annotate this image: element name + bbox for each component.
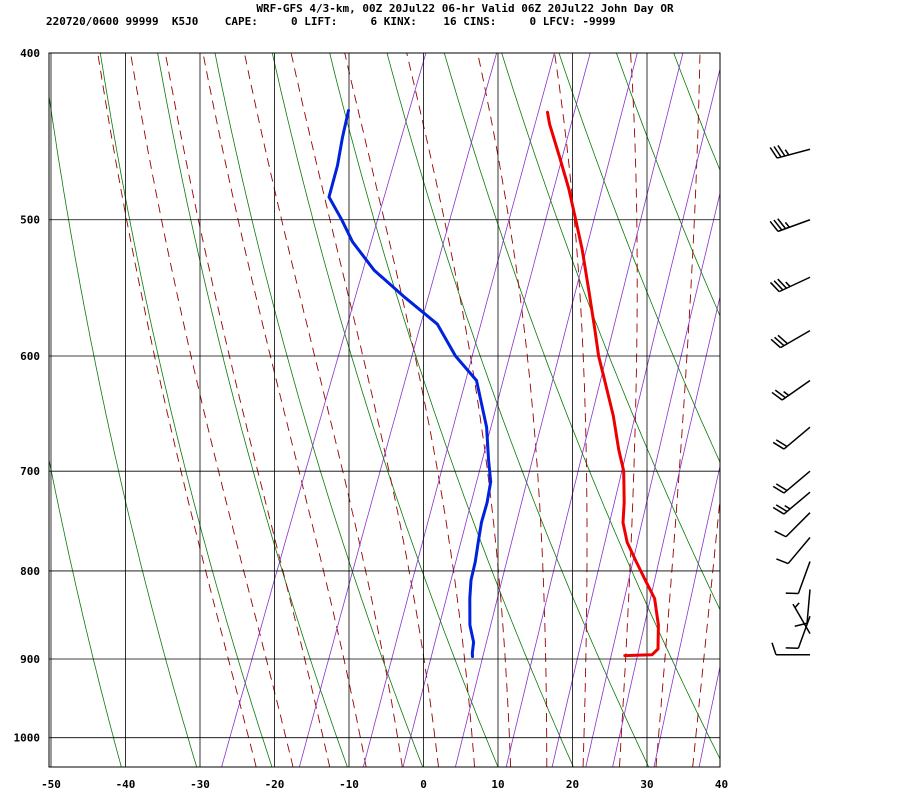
- dry-adiabat-line: [727, 44, 900, 767]
- temperature-tick-label: 40: [715, 778, 728, 791]
- temperature-tick-label: 20: [566, 778, 579, 791]
- moist-adiabat-line: [618, 53, 638, 767]
- dry-adiabat-line: [443, 53, 720, 760]
- pressure-tick-label: 900: [20, 653, 40, 666]
- wind-barb: [770, 329, 811, 349]
- wind-barb: [776, 537, 811, 565]
- chart-title: WRF-GFS 4/3-km, 00Z 20Jul22 06-hr Valid …: [256, 2, 674, 15]
- dry-adiabat-line: [49, 93, 198, 767]
- dry-adiabat-line: [214, 53, 424, 767]
- dry-adiabat-line: [501, 53, 720, 611]
- moist-adiabat-line: [130, 53, 294, 767]
- mixing-ratio-line: [505, 53, 684, 767]
- mixing-ratio-lines: [221, 53, 720, 767]
- grid: [48, 52, 721, 768]
- wind-barb: [785, 561, 811, 595]
- mixing-ratio-line: [698, 664, 720, 767]
- dry-adiabat-line: [673, 53, 720, 172]
- pressure-tick-label: 1000: [14, 732, 41, 745]
- mixing-ratio-line: [402, 53, 591, 767]
- dry-adiabat-line: [157, 53, 348, 767]
- mixing-ratio-line: [551, 67, 720, 767]
- wind-barb: [774, 512, 811, 538]
- pressure-tick-label: 600: [20, 350, 40, 363]
- moist-adiabat-line: [692, 495, 720, 767]
- moist-adiabat-line: [655, 53, 701, 767]
- dry-adiabat-line: [329, 53, 574, 767]
- station-indices-line: 220720/0600 99999 K5J0 CAPE: 0 LIFT: 6 K…: [46, 15, 616, 28]
- moist-adiabat-line: [243, 53, 403, 767]
- mixing-ratio-line: [653, 464, 720, 767]
- sounding-traces: [327, 109, 660, 658]
- temperature-tick-label: -20: [265, 778, 285, 791]
- wind-barb: [785, 615, 811, 649]
- mixing-ratio-line: [299, 53, 497, 767]
- dry-adiabat-line: [558, 53, 720, 464]
- mixing-ratio-line: [221, 53, 427, 767]
- temperature-tick-label: -50: [41, 778, 61, 791]
- temperature-tick-label: 10: [491, 778, 504, 791]
- wind-barb: [794, 589, 811, 627]
- pressure-tick-label: 400: [20, 47, 40, 60]
- mixing-ratio-line: [455, 53, 638, 767]
- moist-adiabat-line: [477, 53, 548, 767]
- mixing-ratio-line: [362, 53, 555, 767]
- wind-barb: [771, 379, 811, 401]
- wind-barb: [792, 602, 811, 635]
- temperature-tick-label: 0: [420, 778, 427, 791]
- dry-adiabat-line: [615, 53, 720, 317]
- wind-barb: [769, 218, 811, 233]
- pressure-tick-label: 800: [20, 565, 40, 578]
- moist-adiabat-line: [97, 53, 257, 767]
- pressure-tick-label: 700: [20, 465, 40, 478]
- temperature-tick-label: -40: [116, 778, 136, 791]
- wind-barbs: [769, 145, 811, 656]
- dry-adiabat-line: [842, 44, 900, 767]
- moist-adiabat-line: [554, 53, 588, 767]
- dry-adiabat-line: [386, 53, 650, 767]
- wind-barb: [771, 642, 810, 656]
- moist-adiabat-line: [344, 53, 476, 767]
- moist-adiabat-line: [202, 53, 367, 767]
- wind-barb: [772, 426, 811, 450]
- mixing-ratio-line: [612, 295, 720, 767]
- dewpoint-trace: [327, 109, 493, 658]
- mixing-ratio-line: [585, 191, 720, 767]
- dry-adiabat-line: [49, 457, 122, 767]
- dry-adiabat-line: [271, 53, 499, 767]
- moist-adiabat-line: [290, 53, 439, 767]
- wind-barb: [772, 491, 811, 515]
- temperature-tick-label: 30: [640, 778, 653, 791]
- wind-barb: [772, 470, 811, 494]
- temperature-trace: [546, 110, 660, 658]
- axis-tick-labels: 400 500 600 700 800 900 1000 -50 -40 -30 -20 -10 0 10…: [14, 47, 729, 791]
- wind-barb: [769, 145, 811, 159]
- moist-adiabats: [97, 53, 720, 767]
- temperature-tick-label: -10: [339, 778, 359, 791]
- dry-adiabats: [49, 44, 900, 767]
- temperature-tick-label: -30: [190, 778, 210, 791]
- moist-adiabat-line: [164, 53, 331, 767]
- pressure-tick-label: 500: [20, 214, 40, 227]
- dry-adiabat-line: [99, 53, 273, 767]
- wind-barb: [769, 276, 811, 293]
